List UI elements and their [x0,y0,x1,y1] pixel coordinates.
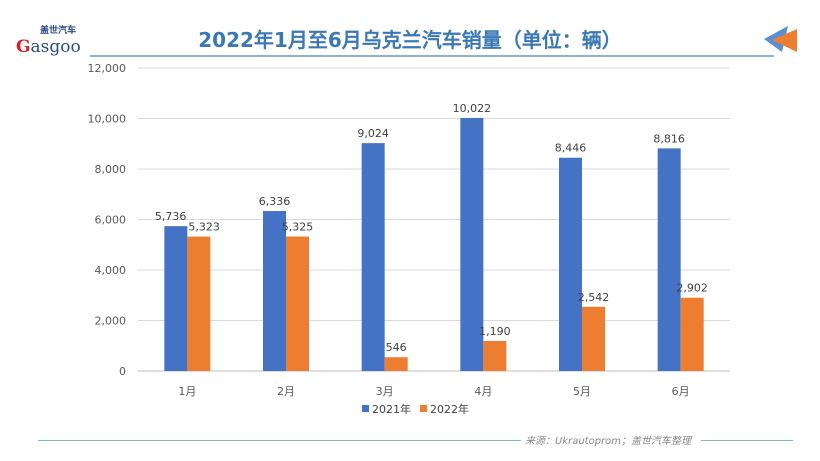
bar-2021年 [559,157,582,371]
data-label: 5,325 [282,221,314,234]
legend-swatch [362,405,369,412]
y-tick-label: 12,000 [88,62,127,75]
bar-2022年 [680,297,704,371]
x-tick-label: 1月 [178,385,196,398]
bar-2022年 [286,236,309,371]
legend-swatch [420,405,427,412]
legend-label: 2021年 [372,402,411,416]
arrow-icon-orange [772,29,797,52]
bar-2021年 [263,211,286,371]
data-label: 9,024 [357,127,389,140]
bar-2021年 [164,226,188,371]
chart-title: 2022年1月至6月乌克兰汽车销量（单位：辆） [198,28,622,52]
data-label: 5,323 [188,221,220,234]
bar-2022年 [483,340,507,371]
source-text: 来源：Ukrautoprom；盖世汽车整理 [525,436,692,447]
bar-2022年 [384,357,408,371]
bar-2022年 [187,236,211,371]
data-label: 1,190 [479,325,511,338]
gasgoo-logo: 盖世汽车 Gasgoo [12,26,92,58]
logo-en: Gasgoo [16,37,81,57]
y-tick-label: 8,000 [95,163,127,176]
source-note: 来源：Ukrautoprom；盖世汽车整理 [0,432,820,448]
bar-2022年 [582,306,605,371]
data-label: 8,816 [653,132,685,145]
x-tick-label: 6月 [672,385,690,398]
data-label: 2,542 [578,291,610,304]
data-label: 2,902 [676,282,708,295]
source-line-left [38,440,521,441]
x-tick-label: 4月 [474,385,492,398]
data-label: 5,736 [155,210,187,223]
header-divider [90,55,774,57]
y-tick-label: 2,000 [95,315,127,328]
x-tick-label: 5月 [573,385,591,398]
data-label: 8,446 [555,142,587,155]
y-tick-label: 6,000 [95,214,127,227]
legend-label: 2022年 [430,402,469,416]
bar-2021年 [657,148,681,371]
data-label: 10,022 [453,102,492,115]
y-tick-label: 10,000 [88,113,127,126]
data-label: 6,336 [259,195,291,208]
data-label: 546 [386,341,407,354]
y-tick-label: 0 [119,365,126,378]
source-line-right [701,440,793,441]
logo-cn: 盖世汽车 [40,26,77,36]
bar-2021年 [361,143,385,371]
x-tick-label: 3月 [376,385,394,398]
y-tick-label: 4,000 [95,264,127,277]
x-tick-label: 2月 [277,385,295,398]
bar-2021年 [460,117,484,371]
